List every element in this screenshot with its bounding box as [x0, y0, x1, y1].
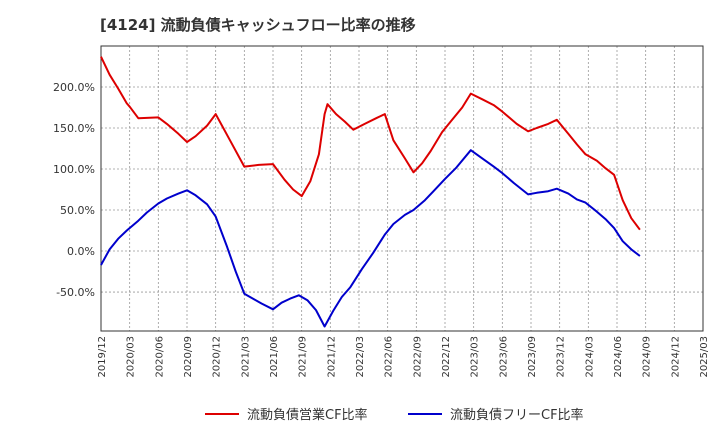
y-tick-label: 200.0%	[53, 81, 95, 94]
legend-swatch-operating-cf	[205, 412, 239, 415]
y-tick-label: 50.0%	[60, 204, 95, 217]
y-tick-label: 100.0%	[53, 163, 95, 176]
x-tick-label: 2021/09	[298, 336, 309, 378]
x-tick-label: 2023/12	[556, 336, 567, 378]
series-line-1	[100, 149, 641, 328]
x-tick-label: 2024/09	[642, 336, 653, 378]
x-tick-label: 2019/12	[97, 336, 108, 378]
x-tick-label: 2020/09	[183, 336, 194, 378]
x-tick-label: 2021/12	[326, 336, 337, 378]
x-tick-label: 2022/03	[355, 336, 366, 378]
x-tick-label: 2024/12	[670, 336, 681, 378]
x-tick-label: 2023/09	[527, 336, 538, 378]
chart-title: [4124] 流動負債キャッシュフロー比率の推移	[100, 16, 416, 34]
x-tick-label: 2025/03	[699, 336, 710, 378]
y-tick-label: 150.0%	[53, 122, 95, 135]
x-tick-label: 2024/06	[613, 336, 624, 378]
x-tick-label: 2022/06	[384, 336, 395, 378]
legend-item-operating-cf: 流動負債営業CF比率	[205, 404, 368, 423]
legend: 流動負債営業CF比率 流動負債フリーCF比率	[0, 404, 720, 430]
x-tick-label: 2020/03	[126, 336, 137, 378]
y-tick-label: -50.0%	[56, 286, 95, 299]
x-tick-label: 2022/12	[441, 336, 452, 378]
legend-label-operating-cf: 流動負債営業CF比率	[247, 408, 368, 423]
legend-swatch-free-cf	[408, 412, 442, 415]
x-tick-label: 2023/06	[498, 336, 509, 378]
y-tick-label: 0.0%	[67, 245, 95, 258]
x-tick-label: 2020/06	[154, 336, 165, 378]
x-tick-label: 2023/03	[470, 336, 481, 378]
plot-frame	[100, 45, 704, 332]
legend-item-free-cf: 流動負債フリーCF比率	[408, 404, 584, 423]
x-tick-label: 2021/06	[269, 336, 280, 378]
x-tick-label: 2024/03	[584, 336, 595, 378]
x-tick-label: 2021/03	[240, 336, 251, 378]
x-tick-label: 2022/09	[412, 336, 423, 378]
x-tick-label: 2020/12	[212, 336, 223, 378]
legend-label-free-cf: 流動負債フリーCF比率	[450, 408, 584, 423]
series-line-0	[100, 56, 641, 231]
